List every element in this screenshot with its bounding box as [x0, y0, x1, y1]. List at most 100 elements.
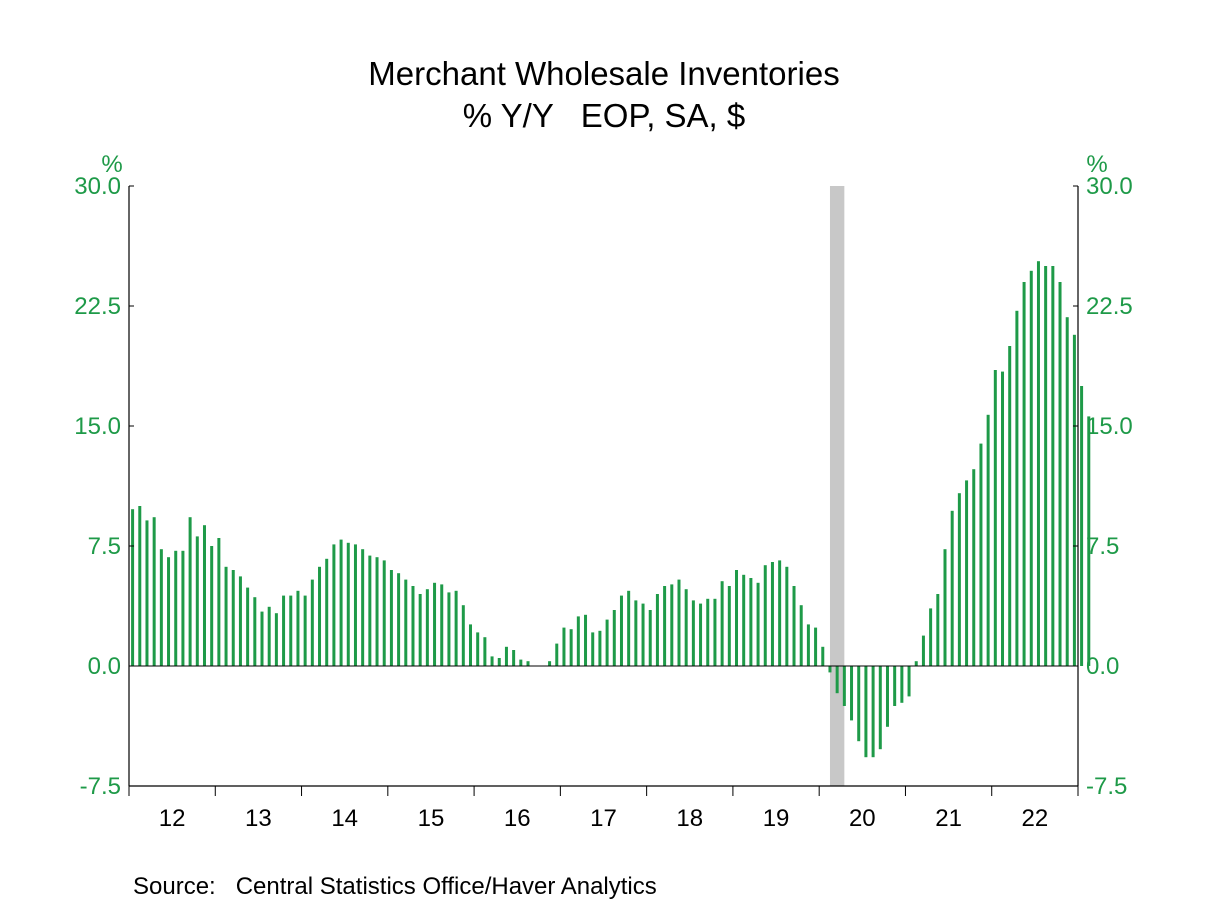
bar	[418, 594, 422, 666]
bar	[454, 590, 458, 666]
bar	[576, 616, 580, 666]
bar	[468, 624, 472, 666]
bar	[512, 650, 516, 666]
bar	[1036, 261, 1040, 666]
bar	[799, 605, 803, 666]
bar	[224, 566, 228, 666]
bar	[332, 544, 336, 666]
bar	[325, 558, 329, 666]
bar	[368, 555, 372, 666]
bar	[943, 549, 947, 666]
bar	[756, 582, 760, 666]
bar	[691, 600, 695, 666]
bar	[202, 525, 206, 666]
bar	[936, 594, 940, 666]
bar-layer	[131, 261, 1091, 758]
bar	[627, 590, 631, 666]
x-tick-label: 22	[1022, 805, 1049, 832]
bar	[195, 536, 199, 666]
bar	[1058, 282, 1062, 666]
bar	[929, 608, 933, 666]
bar	[548, 661, 552, 666]
bar	[504, 646, 508, 666]
bar	[1087, 416, 1091, 666]
y-tick-label-right: 22.5	[1086, 293, 1133, 320]
y-tick-label-left: 30.0	[74, 173, 121, 200]
bar	[842, 666, 846, 706]
bar	[749, 578, 753, 666]
bar	[274, 613, 278, 666]
bar	[677, 579, 681, 666]
bar	[814, 627, 818, 666]
bar	[1022, 282, 1026, 666]
bar	[425, 589, 429, 666]
bar	[965, 480, 969, 666]
bar	[497, 658, 501, 666]
source-note: Source: Central Statistics Office/Haver …	[133, 873, 657, 900]
bar	[1051, 266, 1055, 666]
bar	[181, 550, 185, 666]
bar	[655, 594, 659, 666]
bar	[318, 566, 322, 666]
bar	[389, 570, 393, 666]
x-tick-label: 16	[504, 805, 531, 832]
y-tick-label-right: 30.0	[1086, 173, 1133, 200]
bar	[857, 666, 861, 742]
bar	[648, 610, 652, 666]
bar	[792, 586, 796, 666]
bar	[246, 587, 250, 666]
bar	[828, 666, 832, 673]
bar	[821, 646, 825, 666]
bar	[979, 443, 983, 666]
bar	[303, 595, 307, 666]
bar	[296, 590, 300, 666]
bar	[591, 632, 595, 666]
bar	[526, 661, 530, 666]
x-tick-labels: 12 13 14 15 16 17 18 19 20 21 22	[128, 786, 1079, 832]
bar	[490, 656, 494, 666]
recession-band-layer	[829, 186, 845, 786]
bar	[188, 517, 192, 666]
bar	[1065, 317, 1069, 666]
bar	[706, 598, 710, 666]
bar	[670, 584, 674, 666]
bar	[131, 509, 135, 666]
bar	[397, 573, 401, 666]
bar	[619, 595, 623, 666]
chart-subtitle: % Y/Y EOP, SA, $	[463, 97, 746, 134]
bar	[1008, 346, 1012, 666]
bar	[1080, 386, 1084, 666]
bar	[1072, 334, 1076, 666]
bar	[957, 493, 961, 666]
bar	[461, 605, 465, 666]
bar	[289, 595, 293, 666]
bar	[612, 610, 616, 666]
bar	[145, 520, 149, 666]
y-tick-label-left: 22.5	[74, 293, 121, 320]
bar	[1001, 371, 1005, 666]
y-tick-label-left: -7.5	[80, 773, 121, 800]
bar	[353, 544, 357, 666]
bar	[375, 557, 379, 666]
bar	[476, 632, 480, 666]
bar	[663, 586, 667, 666]
y-tick-label-right: 15.0	[1086, 413, 1133, 440]
y-tick-label-right: -7.5	[1086, 773, 1127, 800]
bar	[210, 546, 214, 666]
bar	[1029, 270, 1033, 666]
bar	[167, 557, 171, 666]
bar	[950, 510, 954, 666]
y-tick-label-right: 7.5	[1086, 533, 1119, 560]
bar	[483, 637, 487, 666]
bar	[310, 579, 314, 666]
bar	[231, 570, 235, 666]
bar	[684, 589, 688, 666]
y-tick-label-left: 0.0	[88, 653, 121, 680]
bar	[217, 538, 221, 666]
bar	[174, 550, 178, 666]
x-tick-label: 20	[849, 805, 876, 832]
bar	[914, 661, 918, 666]
bar	[260, 611, 264, 666]
bar	[1015, 310, 1019, 666]
